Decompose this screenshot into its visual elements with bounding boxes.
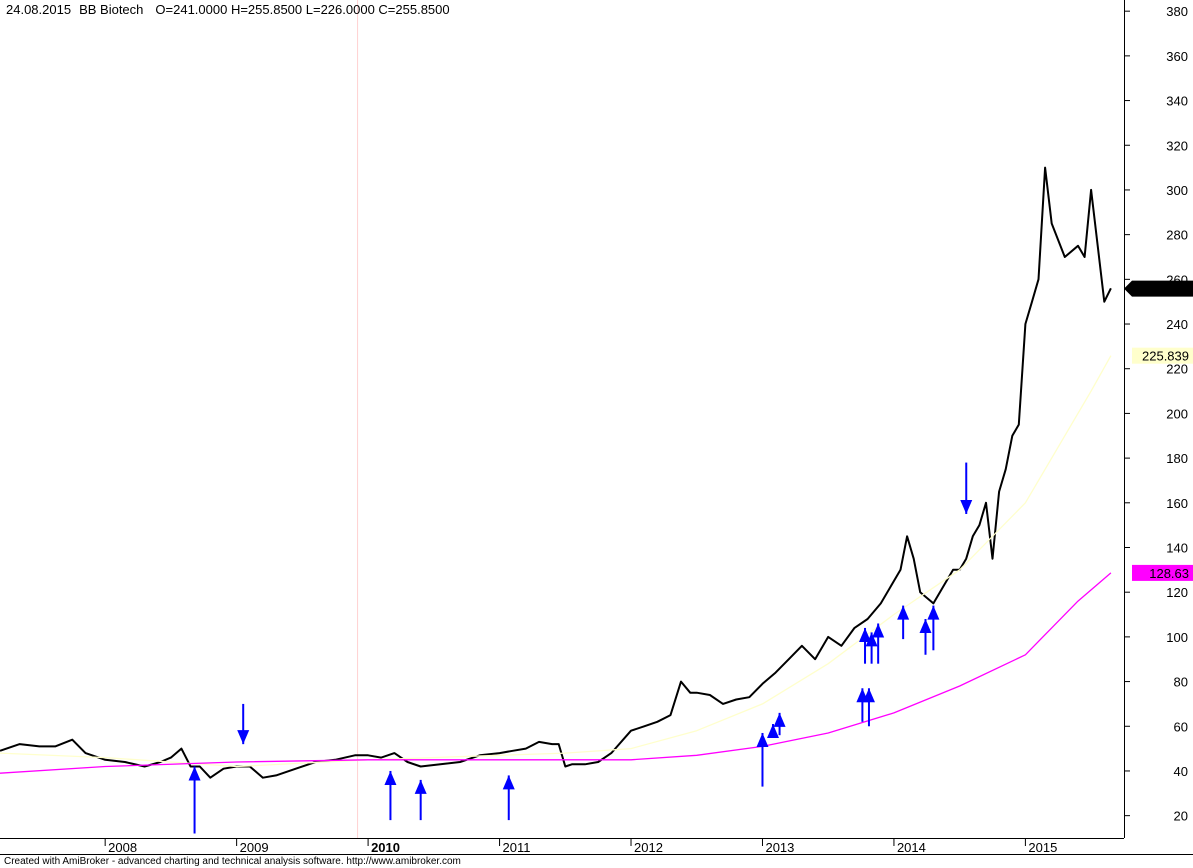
x-tick-label: 2011 <box>503 840 531 855</box>
buy-arrow-head <box>927 605 940 620</box>
y-tick-label: 160 <box>1166 496 1188 511</box>
last_price-tag-label: 255.85 <box>1149 282 1189 297</box>
buy-arrow-head <box>919 619 932 634</box>
chart-date: 24.08.2015 <box>6 2 71 17</box>
series-line-moving-average-fast <box>0 355 1112 768</box>
fast_ma_last-tag-label: 225.839 <box>1142 349 1189 364</box>
y-tick-label: 360 <box>1166 49 1188 64</box>
y-tick-label: 20 <box>1174 809 1188 824</box>
buy-arrow-head <box>872 623 885 638</box>
value-tags: 255.85 225.839 128.63 <box>1124 280 1193 581</box>
chart-title: 24.08.2015 BB Biotech O=241.0000 H=255.850… <box>6 2 450 17</box>
series-line-price <box>0 166 1112 779</box>
y-tick-label: 180 <box>1166 451 1188 466</box>
buy-arrow-head <box>502 775 515 790</box>
series-layer <box>0 166 1112 779</box>
buy-arrow-head <box>773 712 786 727</box>
buy-arrow-head <box>766 724 779 739</box>
y-tick-label: 140 <box>1166 540 1188 555</box>
y-tick-label: 120 <box>1166 585 1188 600</box>
y-tick-label: 320 <box>1166 138 1188 153</box>
slow_ma_last-tag-bg <box>1132 564 1193 581</box>
sell-arrow-head <box>237 730 250 745</box>
buy-arrow-head <box>862 688 875 703</box>
last_price-tag-bg <box>1124 280 1193 297</box>
x-tick-label: 2009 <box>240 840 269 855</box>
y-tick-label: 80 <box>1174 675 1188 690</box>
y-tick-label: 340 <box>1166 94 1188 109</box>
chart-ohlc: O=241.0000 H=255.8500 L=226.0000 C=255.8… <box>155 2 449 17</box>
x-axis: 2008 2009 2010 2011 2012 2013 2014 2015 <box>104 838 1057 855</box>
x-tick-label: 2015 <box>1028 840 1057 855</box>
buy-arrow-head <box>859 627 872 642</box>
signal-arrows-layer <box>188 462 973 834</box>
buy-arrow-head <box>414 779 427 794</box>
buy-arrow-head <box>756 732 769 747</box>
footer-credit: Created with AmiBroker - advanced charti… <box>4 856 461 867</box>
y-tick-label: 240 <box>1166 317 1188 332</box>
x-tick-label: 2013 <box>765 840 794 855</box>
y-tick-label: 40 <box>1174 764 1188 779</box>
buy-arrow-head <box>188 766 201 781</box>
slow_ma_last-tag-label: 128.63 <box>1149 566 1189 581</box>
buy-arrow-head <box>384 770 397 785</box>
y-axis: 2040608010012014016018020022024026028030… <box>1124 4 1188 824</box>
sell-arrow-head <box>960 499 973 514</box>
x-tick-label: 2014 <box>897 840 926 855</box>
y-tick-label: 60 <box>1174 719 1188 734</box>
y-tick-label: 200 <box>1166 406 1188 421</box>
x-tick-label: 2010 <box>371 840 400 855</box>
y-tick-label: 300 <box>1166 183 1188 198</box>
y-tick-label: 100 <box>1166 630 1188 645</box>
y-tick-label: 220 <box>1166 362 1188 377</box>
x-tick-label: 2012 <box>634 840 663 855</box>
buy-arrow-head <box>865 632 878 647</box>
series-line-moving-average-slow <box>0 572 1112 774</box>
buy-arrow-head <box>897 605 910 620</box>
fast_ma_last-tag-bg <box>1132 347 1193 364</box>
y-tick-label: 280 <box>1166 228 1188 243</box>
x-tick-label: 2008 <box>108 840 137 855</box>
y-tick-label: 380 <box>1166 4 1188 19</box>
chart-symbol: BB Biotech <box>79 2 143 17</box>
